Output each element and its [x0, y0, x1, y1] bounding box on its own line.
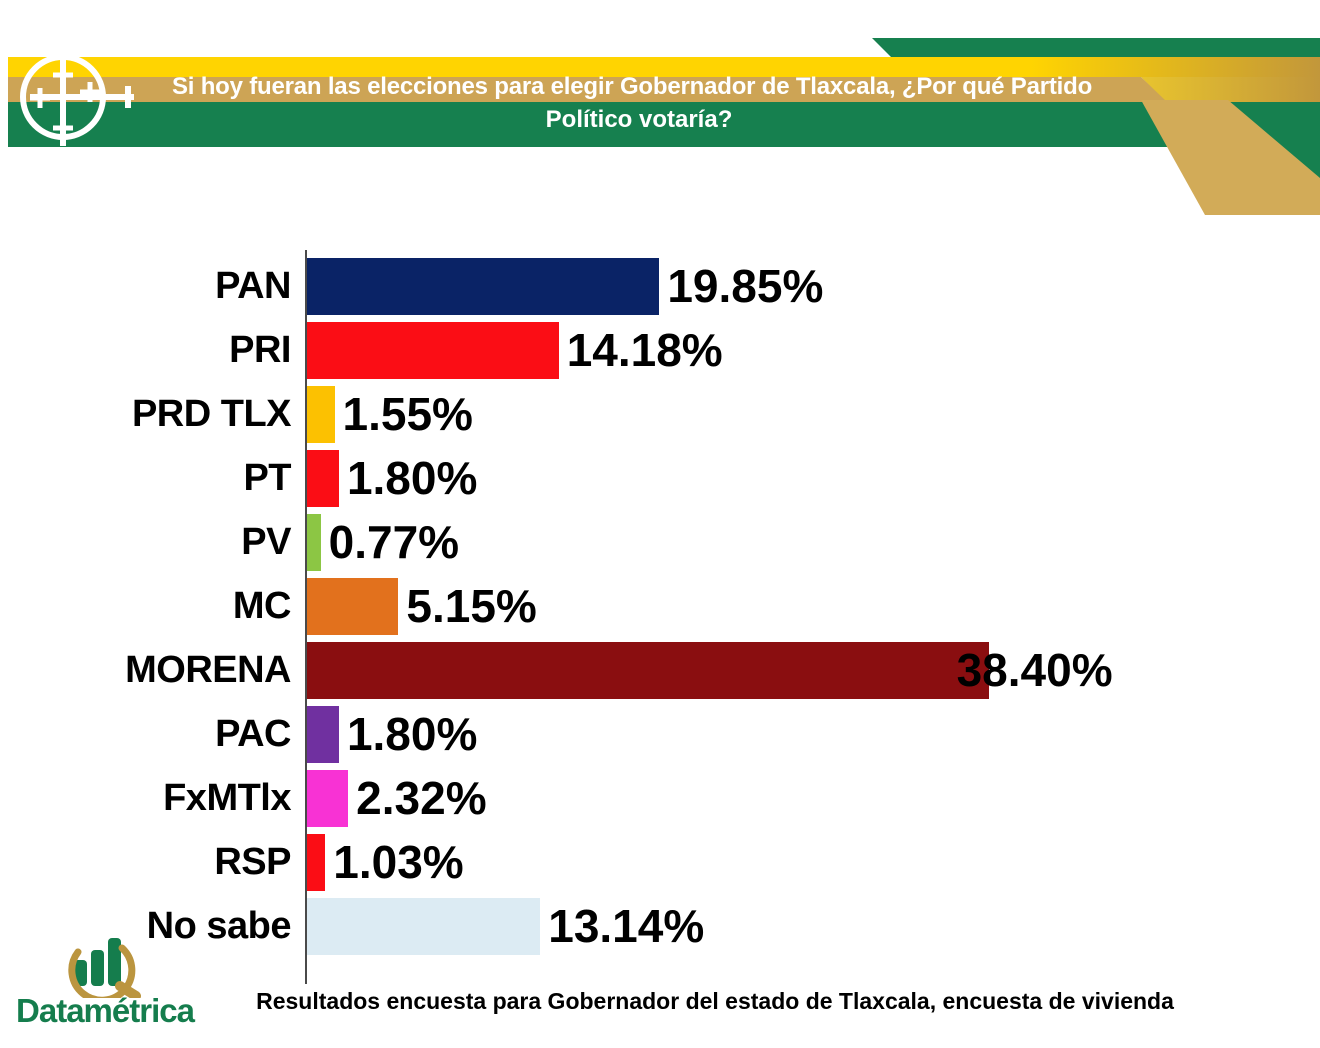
bar-row: PRD TLX 1.55%: [10, 382, 1310, 446]
datametrica-logo: Datamétrica: [0, 930, 230, 1029]
bar-pan: [307, 257, 660, 315]
bar-row: PAC 1.80%: [10, 702, 1310, 766]
party-label: PT: [243, 456, 291, 499]
party-label: MC: [232, 584, 292, 627]
value-label: 1.80%: [346, 452, 478, 504]
bar-row: MORENA 38.40%: [10, 638, 1310, 702]
bar-pv: [307, 513, 321, 571]
y-axis-line: [305, 250, 307, 984]
bar-row: PT 1.80%: [10, 446, 1310, 510]
value-label: 19.85%: [667, 260, 824, 312]
bar-pt: [307, 449, 339, 507]
bar-row: No sabe 13.14%: [10, 894, 1310, 958]
bar-row: PAN 19.85%: [10, 254, 1310, 318]
value-label: 0.77%: [328, 516, 460, 568]
party-label: PAN: [215, 264, 291, 307]
value-label: 38.40%: [956, 644, 1113, 696]
party-label: MORENA: [125, 648, 291, 691]
bar-mc: [307, 577, 399, 635]
bar-rsp: [307, 833, 326, 891]
value-label: 14.18%: [566, 324, 723, 376]
bar-morena: [307, 641, 989, 699]
bar-pri: [307, 321, 559, 379]
value-label: 1.55%: [342, 388, 473, 440]
gold-ribbon: [1141, 100, 1320, 215]
crosshair-target-icon: [20, 48, 134, 146]
header-banner: [8, 38, 1320, 215]
yellow-stripe: [8, 57, 1320, 77]
value-label: 13.14%: [548, 900, 705, 952]
bar-row: MC 5.15%: [10, 574, 1310, 638]
bar-fxmtlx: [307, 769, 349, 827]
bar-row: RSP 1.03%: [10, 830, 1310, 894]
bar-pac: [307, 705, 339, 763]
magnifier-bar-chart-icon: [68, 938, 141, 998]
footer-caption: Resultados encuesta para Gobernador del …: [256, 988, 1174, 1014]
bar-row: FxMTlx 2.32%: [10, 766, 1310, 830]
bar-no-sabe: [307, 897, 541, 955]
gold-gradient-band: [1141, 77, 1320, 102]
tan-title-band: [8, 77, 1167, 102]
value-label: 1.03%: [333, 836, 464, 888]
chart-question-title-line1: Si hoy fueran las elecciones para elegir…: [171, 73, 1093, 100]
bar-chart: PAN 19.85% PRI 14.18% PRD TLX 1.55% PT 1.80% PV 0…: [10, 250, 1310, 984]
party-label: No sabe: [146, 904, 292, 947]
bar-row: PV 0.77%: [10, 510, 1310, 574]
value-label: 5.15%: [406, 580, 537, 632]
value-label: 1.80%: [346, 708, 478, 760]
green-banner-band: [8, 102, 1320, 147]
bar-row: PRI 14.18%: [10, 318, 1310, 382]
top-right-green-strip: [872, 38, 1320, 57]
datametrica-wordmark: Datamétrica: [16, 992, 195, 1029]
party-label: FxMTlx: [163, 776, 291, 819]
bar-prd-tlx: [307, 385, 335, 443]
party-label: PV: [241, 520, 291, 563]
party-label: RSP: [214, 840, 291, 883]
value-label: 2.32%: [356, 772, 487, 824]
party-label: PRI: [229, 328, 291, 371]
bar-rows: PAN 19.85% PRI 14.18% PRD TLX 1.55% PT 1.80% PV 0…: [10, 254, 1310, 958]
chart-question-title-line2: Político votaría?: [545, 106, 733, 133]
party-label: PAC: [215, 712, 291, 755]
party-label: PRD TLX: [131, 392, 292, 435]
